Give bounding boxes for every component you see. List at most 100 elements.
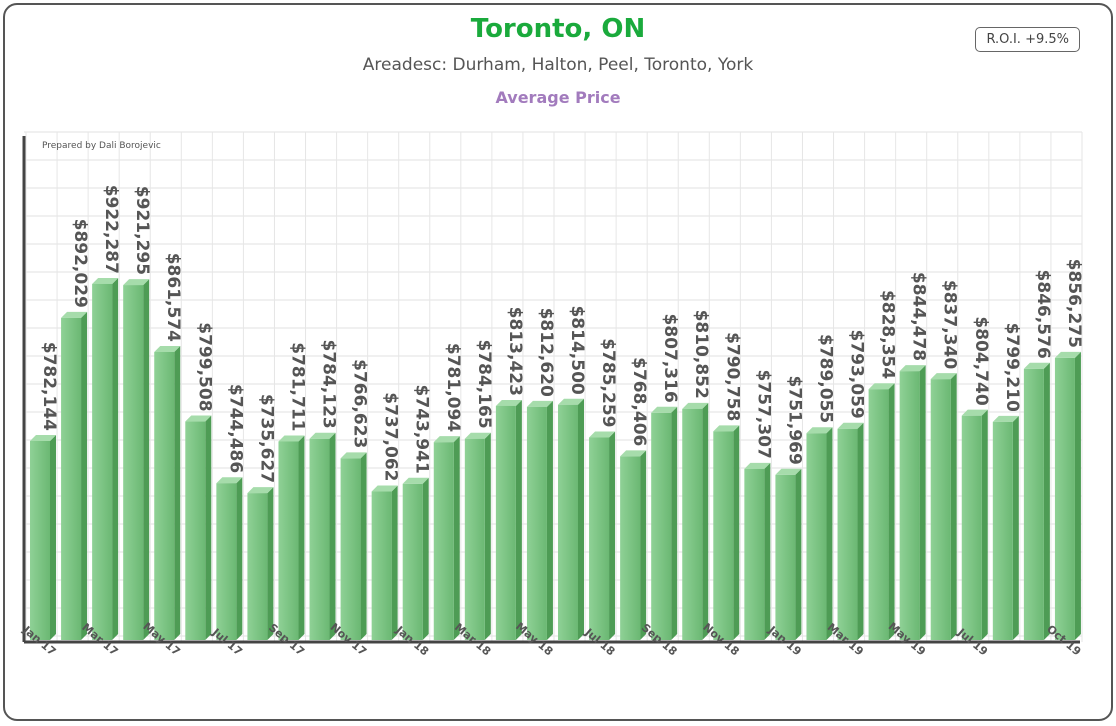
bar-top <box>495 399 522 406</box>
bar <box>1023 368 1044 640</box>
bar-side <box>1043 362 1050 640</box>
data-label: $785,259 <box>598 338 618 427</box>
data-label: $807,316 <box>660 314 680 403</box>
bar <box>154 351 175 640</box>
bar-side <box>422 477 429 640</box>
data-label: $751,969 <box>784 376 804 465</box>
bar-top <box>558 398 584 405</box>
bar-top <box>744 462 771 469</box>
bar-side <box>360 452 367 640</box>
bar-side <box>888 383 895 640</box>
bar <box>340 458 361 640</box>
bar-side <box>298 435 305 640</box>
bar <box>185 421 206 640</box>
bar-side <box>981 409 988 640</box>
bar-top <box>526 400 553 407</box>
metric-label: Average Price <box>495 88 621 107</box>
bar-top <box>30 435 56 441</box>
data-label: $789,055 <box>815 334 835 423</box>
bar <box>651 412 672 640</box>
bar <box>682 408 703 640</box>
bar-side <box>733 425 740 640</box>
data-label: $812,620 <box>536 308 556 397</box>
data-label: $846,576 <box>1033 270 1053 359</box>
data-label: $804,740 <box>971 316 991 405</box>
bar <box>930 379 951 640</box>
bar <box>992 421 1013 640</box>
bar-side <box>609 431 616 640</box>
data-label: $782,144 <box>39 342 59 431</box>
bar <box>837 428 858 640</box>
bar-top <box>154 345 181 352</box>
data-label: $814,500 <box>567 305 587 394</box>
bar-side <box>205 415 212 640</box>
data-label: $861,574 <box>163 253 183 342</box>
bar-side <box>453 436 460 640</box>
data-label: $735,627 <box>256 394 276 483</box>
data-label: $799,210 <box>1002 323 1022 412</box>
bar <box>713 431 734 640</box>
bar <box>620 456 641 640</box>
bar-side <box>795 468 802 640</box>
data-label: $784,123 <box>319 340 339 429</box>
bar <box>92 283 113 640</box>
bar-side <box>1012 415 1019 640</box>
bar-side <box>50 435 56 640</box>
bar-top <box>123 279 150 286</box>
bar-top <box>899 365 926 372</box>
bar-top <box>961 409 988 416</box>
bar-side <box>391 485 398 640</box>
bar-top <box>402 477 429 484</box>
bar <box>402 483 423 640</box>
bar-top <box>371 485 398 492</box>
bar-side <box>546 400 553 640</box>
bar <box>744 468 765 640</box>
bar-top <box>775 468 802 475</box>
bar-side <box>143 279 150 640</box>
bar <box>247 493 268 640</box>
bar-top <box>433 436 460 443</box>
bar-side <box>81 311 88 640</box>
data-label: $892,029 <box>70 219 90 308</box>
bar-side <box>267 487 274 640</box>
data-label: $781,711 <box>287 342 307 431</box>
bar <box>806 433 827 640</box>
data-label: $744,486 <box>225 384 245 473</box>
bar-side <box>919 365 926 640</box>
bar-top <box>92 277 119 284</box>
bar-side <box>515 399 522 640</box>
bar-top <box>992 415 1019 422</box>
bar <box>558 404 578 640</box>
bar-side <box>578 398 584 640</box>
bar-side <box>671 406 678 640</box>
data-label: $757,307 <box>753 370 773 459</box>
data-label: $737,062 <box>381 392 401 481</box>
bar-side <box>1074 351 1081 640</box>
bar-top <box>713 425 740 432</box>
bar <box>309 438 330 640</box>
bar-side <box>702 402 709 640</box>
bar <box>961 415 982 640</box>
bar <box>495 405 516 640</box>
bar <box>464 438 485 640</box>
chart-subtitle: Areadesc: Durham, Halton, Peel, Toronto,… <box>362 55 754 75</box>
bar-side <box>236 477 243 640</box>
bar-top <box>930 373 957 380</box>
bar-top <box>837 422 864 429</box>
bar-top <box>216 477 243 484</box>
bar-top <box>61 311 88 318</box>
chart-title: Toronto, ON <box>470 14 646 44</box>
data-label: $799,508 <box>194 322 214 411</box>
bar-top <box>806 427 833 434</box>
bar-side <box>329 432 336 640</box>
bar-top <box>278 435 305 442</box>
bar <box>526 406 547 640</box>
bar-side <box>857 422 864 640</box>
bar <box>371 491 392 640</box>
data-label: $856,275 <box>1064 259 1084 348</box>
bar-side <box>826 427 833 640</box>
bar <box>433 442 454 640</box>
bar-side <box>484 432 491 640</box>
data-label: $844,478 <box>909 272 929 361</box>
